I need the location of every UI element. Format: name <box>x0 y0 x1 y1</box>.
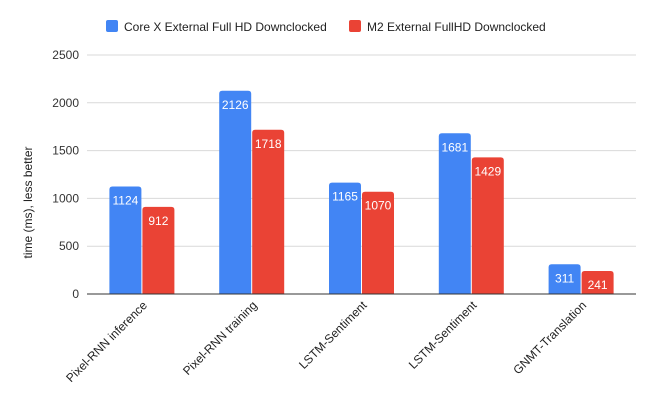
bar <box>219 90 252 295</box>
data-labels: 1124 912 2126 1718 1165 1070 1681 1429 311 241 <box>112 98 607 292</box>
bar <box>329 182 361 294</box>
bar <box>581 270 614 294</box>
x-category-label: Pixel-RNN inference <box>63 298 150 385</box>
legend-swatch <box>349 20 361 32</box>
x-category-label: GNMT-Translation <box>510 298 589 377</box>
y-axis-title: time (ms), less better <box>21 146 35 258</box>
x-category-label: LSTM-Sentiment <box>406 298 480 372</box>
data-label: 2126 <box>222 98 249 112</box>
y-axis-ticks: 0 500 1000 1500 2000 2500 <box>52 48 79 301</box>
x-category-label: LSTM-Sentiment <box>296 298 370 372</box>
y-tick-label: 0 <box>72 287 79 301</box>
x-axis-categories: Pixel-RNN inference Pixel-RNN training LST… <box>63 298 589 385</box>
data-label: 1124 <box>112 194 138 208</box>
data-label: 1429 <box>474 164 501 178</box>
y-tick-label: 1000 <box>52 191 79 205</box>
y-tick-label: 2500 <box>52 48 79 62</box>
gridlines <box>87 54 636 247</box>
bar <box>142 206 175 294</box>
legend-label: Core X External Full HD Downclocked <box>124 20 327 34</box>
data-label: 1165 <box>332 190 358 204</box>
data-label: 241 <box>588 278 608 292</box>
y-tick-label: 500 <box>59 239 79 253</box>
data-label: 1718 <box>255 137 282 151</box>
bar <box>252 129 285 294</box>
legend-swatch <box>106 20 118 32</box>
x-category-label: Pixel-RNN training <box>180 298 260 378</box>
legend: Core X External Full HD Downclocked M2 Ex… <box>106 20 546 34</box>
bar <box>109 186 142 294</box>
data-label: 1681 <box>441 140 468 154</box>
bar <box>471 157 504 294</box>
data-label: 1070 <box>365 199 392 213</box>
legend-label: M2 External FullHD Downclocked <box>367 20 546 34</box>
y-tick-label: 1500 <box>52 144 79 158</box>
bars <box>109 90 614 295</box>
bar <box>438 133 471 294</box>
y-tick-label: 2000 <box>52 96 79 110</box>
bar <box>362 191 394 294</box>
bar <box>548 264 581 294</box>
data-label: 912 <box>148 214 168 228</box>
data-label: 311 <box>555 271 574 285</box>
